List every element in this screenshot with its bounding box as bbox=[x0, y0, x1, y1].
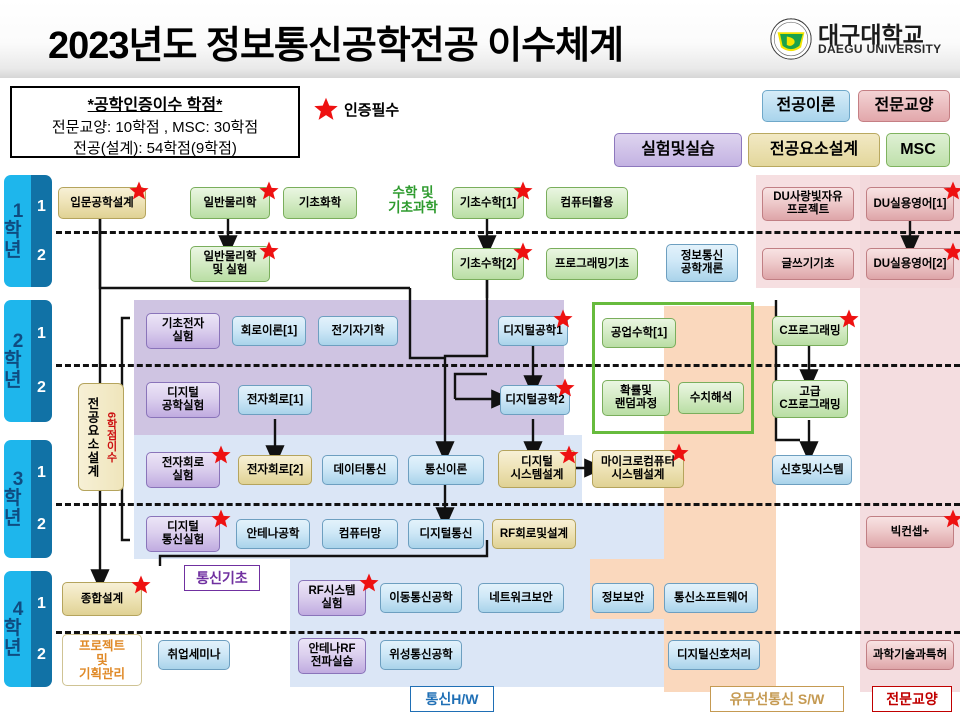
course-node-수치해석[interactable]: 수치해석 bbox=[678, 382, 744, 414]
year-block-1-semesters: 1 2 bbox=[31, 175, 52, 287]
course-node-데이터통신[interactable]: 데이터통신 bbox=[322, 455, 398, 485]
course-node-DU실용영어2[interactable]: DU실용영어[2] bbox=[866, 248, 954, 280]
course-node-이동통신공학[interactable]: 이동통신공학 bbox=[380, 583, 462, 613]
semester-divider-year2 bbox=[56, 364, 960, 367]
course-node-DU사랑빛자유프로젝트[interactable]: DU사랑빛자유 프로젝트 bbox=[762, 187, 854, 221]
course-node-기초수학1[interactable]: 기초수학[1] bbox=[452, 187, 524, 219]
course-node-안테나공학[interactable]: 안테나공학 bbox=[236, 519, 310, 549]
course-node-프로젝트및기획관리[interactable]: 프로젝트 및 기획관리 bbox=[62, 634, 142, 686]
course-node-전기자기학[interactable]: 전기자기학 bbox=[318, 316, 398, 346]
year-block-4: 4 학년 1 2 bbox=[4, 571, 52, 687]
course-node-위성통신공학[interactable]: 위성통신공학 bbox=[380, 640, 462, 670]
course-node-정보통신공학개론[interactable]: 정보통신 공학개론 bbox=[666, 244, 738, 282]
course-node-취업세미나[interactable]: 취업세미나 bbox=[158, 640, 230, 670]
course-node-디지털신호처리[interactable]: 디지털신호처리 bbox=[668, 640, 760, 670]
course-node-전자회로1[interactable]: 전자회로[1] bbox=[238, 385, 312, 415]
course-node-통신이론[interactable]: 통신이론 bbox=[408, 455, 484, 485]
legend-chip-liberal-arts: 전문교양 bbox=[858, 90, 950, 122]
daegu-university-emblem-icon bbox=[770, 18, 812, 60]
year-block-2-label: 2 학년 bbox=[4, 300, 31, 422]
group-box-msc bbox=[592, 302, 754, 434]
course-node-마이크로컴퓨터시스템설계[interactable]: 마이크로컴퓨터 시스템설계 bbox=[592, 450, 684, 488]
course-node-안테나RF전파실습[interactable]: 안테나RF 전파실습 bbox=[298, 638, 366, 674]
course-node-일반물리학및실험[interactable]: 일반물리학 및 실험 bbox=[190, 246, 270, 282]
page-title: 2023년도 정보통신공학전공 이수체계 bbox=[48, 25, 624, 67]
band-liberal-tall bbox=[860, 288, 960, 692]
legend-chip-major-theory: 전공이론 bbox=[762, 90, 850, 122]
course-node-전자회로실험[interactable]: 전자회로 실험 bbox=[146, 452, 220, 488]
semester-divider-year3 bbox=[56, 503, 960, 506]
legend-chip-major-design: 전공요소설계 bbox=[748, 133, 880, 167]
major-design-credit-note: 6학점이수 bbox=[105, 411, 117, 463]
star-icon bbox=[314, 97, 338, 120]
course-node-RF시스템실험[interactable]: RF시스템 실험 bbox=[298, 580, 366, 616]
semester-divider-year1 bbox=[56, 231, 960, 234]
year-block-2-semesters: 1 2 bbox=[31, 300, 52, 422]
course-node-RF회로및설계[interactable]: RF회로및설계 bbox=[492, 519, 576, 549]
course-node-고급C프로그래밍[interactable]: 고급 C프로그래밍 bbox=[772, 380, 848, 418]
group-caption-wired-wireless-software: 유무선통신 S/W bbox=[710, 686, 844, 712]
year-block-4-semesters: 1 2 bbox=[31, 571, 52, 687]
year-block-1: 1 학년 1 2 bbox=[4, 175, 52, 287]
year-block-1-label: 1 학년 bbox=[4, 175, 31, 287]
course-node-디지털통신실험[interactable]: 디지털 통신실험 bbox=[146, 516, 220, 552]
course-node-DU실용영어1[interactable]: DU실용영어[1] bbox=[866, 187, 954, 221]
course-node-글쓰기기초[interactable]: 글쓰기기초 bbox=[762, 248, 854, 280]
credit-box-line2: 전문교양: 10학점 , MSC: 30학점 bbox=[51, 119, 259, 136]
course-node-디지털공학실험[interactable]: 디지털 공학실험 bbox=[146, 382, 220, 418]
course-node-종합설계[interactable]: 종합설계 bbox=[62, 582, 142, 616]
course-node-컴퓨터활용[interactable]: 컴퓨터활용 bbox=[546, 187, 628, 219]
credit-box-line3: 전공(설계): 54학점(9학점) bbox=[73, 140, 237, 157]
course-node-기초화학[interactable]: 기초화학 bbox=[283, 187, 357, 219]
course-node-공업수학1[interactable]: 공업수학[1] bbox=[602, 318, 676, 348]
legend-chip-experiment: 실험및실습 bbox=[614, 133, 742, 167]
course-node-통신소프트웨어[interactable]: 통신소프트웨어 bbox=[664, 583, 758, 613]
year-block-3-semesters: 1 2 bbox=[31, 440, 52, 558]
course-node-정보보안[interactable]: 정보보안 bbox=[592, 583, 654, 613]
course-node-디지털통신[interactable]: 디지털통신 bbox=[408, 519, 484, 549]
course-node-프로그래밍기초[interactable]: 프로그래밍기초 bbox=[546, 248, 638, 280]
inline-label-math-science: 수학 및 기초과학 bbox=[388, 185, 438, 215]
page-header: 2023년도 정보통신공학전공 이수체계 대구대학교 DAEGU UNIVERS… bbox=[0, 0, 960, 78]
major-design-requirement-label: 전공요소설계 bbox=[85, 396, 99, 478]
course-node-일반물리학[interactable]: 일반물리학 bbox=[190, 187, 270, 219]
logo-english-name: DAEGU UNIVERSITY bbox=[818, 42, 942, 56]
course-node-네트워크보안[interactable]: 네트워크보안 bbox=[478, 583, 564, 613]
course-node-C프로그래밍[interactable]: C프로그래밍 bbox=[772, 316, 848, 346]
course-node-디지털시스템설계[interactable]: 디지털 시스템설계 bbox=[498, 450, 576, 488]
semester-divider-year4 bbox=[56, 631, 960, 634]
logo-korean-name: 대구대학교 bbox=[818, 22, 924, 48]
course-node-기초전자실험[interactable]: 기초전자 실험 bbox=[146, 313, 220, 349]
course-node-신호및시스템[interactable]: 신호및시스템 bbox=[772, 455, 852, 485]
major-design-requirement-box: 전공요소설계 6학점이수 bbox=[78, 383, 124, 491]
credit-requirements-box: *공학인증이수 학점* 전문교양: 10학점 , MSC: 30학점 전공(설계… bbox=[10, 86, 300, 158]
course-node-디지털공학1[interactable]: 디지털공학1 bbox=[498, 316, 568, 346]
year-block-3: 3 학년 1 2 bbox=[4, 440, 52, 558]
course-node-확률및랜덤과정[interactable]: 확률및 랜덤과정 bbox=[602, 380, 670, 416]
star-legend-label: 인증필수 bbox=[344, 102, 400, 119]
course-node-기초수학2[interactable]: 기초수학[2] bbox=[452, 248, 524, 280]
year-block-3-label: 3 학년 bbox=[4, 440, 31, 558]
star-legend: 인증필수 bbox=[312, 96, 452, 122]
course-node-컴퓨터망[interactable]: 컴퓨터망 bbox=[322, 519, 398, 549]
year-block-4-label: 4 학년 bbox=[4, 571, 31, 687]
group-caption-communication-basics: 통신기초 bbox=[184, 565, 260, 591]
legend-chip-msc: MSC bbox=[886, 133, 950, 167]
course-node-회로이론1[interactable]: 회로이론[1] bbox=[232, 316, 306, 346]
group-caption-communication-hardware: 통신H/W bbox=[410, 686, 494, 712]
course-node-전자회로2[interactable]: 전자회로[2] bbox=[238, 455, 312, 485]
course-node-과학기술과특허[interactable]: 과학기술과특허 bbox=[866, 640, 954, 670]
credit-box-heading: *공학인증이수 학점* bbox=[87, 97, 223, 114]
course-node-빅컨셉플러스[interactable]: 빅컨셉+ bbox=[866, 516, 954, 548]
course-node-디지털공학2[interactable]: 디지털공학2 bbox=[500, 385, 570, 415]
group-caption-liberal-arts: 전문교양 bbox=[872, 686, 952, 712]
year-block-2: 2 학년 1 2 bbox=[4, 300, 52, 422]
university-logo: 대구대학교 DAEGU UNIVERSITY bbox=[770, 16, 950, 62]
band-software-cutout-top bbox=[664, 288, 776, 306]
course-node-입문공학설계[interactable]: 입문공학설계 bbox=[58, 187, 146, 219]
